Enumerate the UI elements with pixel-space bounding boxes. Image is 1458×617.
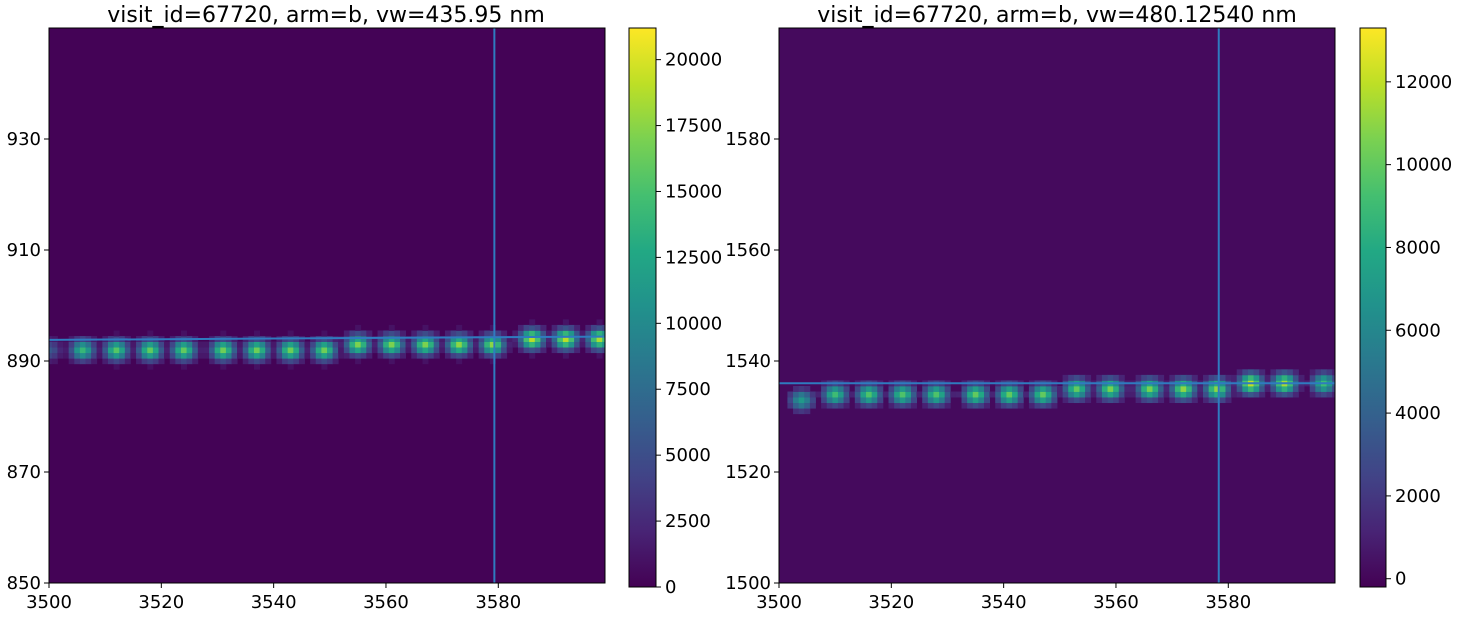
y-tick-label: 1580 <box>725 129 771 150</box>
colorbar-tick-label: 8000 <box>1395 237 1441 258</box>
spot <box>473 324 513 365</box>
spot <box>916 380 957 409</box>
image-plot-2 <box>778 27 1336 584</box>
colorbar-tick-label: 20000 <box>665 50 722 71</box>
colorbar-tick-label: 0 <box>1395 569 1406 590</box>
y-tick-label: 1560 <box>725 240 771 261</box>
colorbar-gradient <box>628 27 657 588</box>
spot <box>371 324 412 365</box>
colorbar-tick-label: 5000 <box>665 445 711 466</box>
y-axis-1: 850 870 890 910 930 <box>7 129 49 594</box>
chart-title-1: visit_id=67720, arm=b, vw=435.95 nm <box>107 3 545 28</box>
colorbar-2: 0 2000 4000 6000 8000 10000 12000 <box>1359 27 1452 590</box>
plot-frame <box>48 27 606 584</box>
spot <box>1090 374 1131 404</box>
colorbar-tick-label: 12000 <box>1395 72 1452 93</box>
colorbar-tick-label: 4000 <box>1395 403 1441 424</box>
trace-line <box>49 335 605 341</box>
colorbar-tick-label: 15000 <box>665 181 722 202</box>
x-tick-label: 3520 <box>868 592 914 613</box>
spot <box>579 319 605 359</box>
chart-title-2: visit_id=67720, arm=b, vw=480.12540 nm <box>817 3 1297 28</box>
panel-2: visit_id=67720, arm=b, vw=480.12540 nm 3… <box>725 3 1452 613</box>
y-tick-label: 930 <box>7 129 41 150</box>
colorbar-tick-label: 7500 <box>665 379 711 400</box>
x-tick-label: 3540 <box>251 592 297 613</box>
image-background <box>779 28 1335 583</box>
colorbar-tick-label: 0 <box>665 577 676 598</box>
colorbar-tick-label: 6000 <box>1395 320 1441 341</box>
colorbar-tick-label: 10000 <box>665 313 722 334</box>
x-tick-label: 3560 <box>1093 592 1139 613</box>
y-tick-label: 910 <box>7 240 41 261</box>
spot <box>439 324 480 365</box>
x-tick-label: 3500 <box>756 592 802 613</box>
y-tick-label: 870 <box>7 462 41 483</box>
spot <box>405 324 446 365</box>
y-tick-label: 1500 <box>725 573 771 594</box>
x-tick-label: 3500 <box>26 592 72 613</box>
y-tick-label: 850 <box>7 573 41 594</box>
colorbar-tick-label: 17500 <box>665 116 722 137</box>
colorbar-tick-label: 2500 <box>665 511 711 532</box>
y-axis-2: 1500 1520 1540 1560 1580 <box>725 129 779 594</box>
colorbar-tick-label: 12500 <box>665 247 722 268</box>
plot-frame <box>778 27 1336 584</box>
colorbar-gradient <box>1359 27 1387 588</box>
x-axis-2: 3500 3520 3540 3560 3580 <box>756 583 1251 613</box>
spot <box>1023 380 1064 409</box>
colorbar-tick-label: 2000 <box>1395 486 1441 507</box>
x-axis-1: 3500 3520 3540 3560 3580 <box>26 583 521 613</box>
y-tick-label: 890 <box>7 351 41 372</box>
spot <box>787 385 816 415</box>
colorbar-tick-label: 10000 <box>1395 155 1452 176</box>
y-tick-label: 1520 <box>725 462 771 483</box>
colorbar-1: 0 2500 5000 7500 10000 12500 15000 17500 20000 <box>628 27 722 598</box>
x-tick-label: 3520 <box>138 592 184 613</box>
x-tick-label: 3560 <box>363 592 409 613</box>
panel-1: visit_id=67720, arm=b, vw=435.95 nm 3500… <box>7 3 723 613</box>
x-tick-label: 3540 <box>981 592 1027 613</box>
spot <box>164 330 204 370</box>
x-tick-label: 3580 <box>1205 592 1251 613</box>
image-plot-1 <box>48 27 606 584</box>
x-tick-label: 3580 <box>475 592 521 613</box>
y-tick-label: 1540 <box>725 351 771 372</box>
image-background <box>49 28 605 583</box>
